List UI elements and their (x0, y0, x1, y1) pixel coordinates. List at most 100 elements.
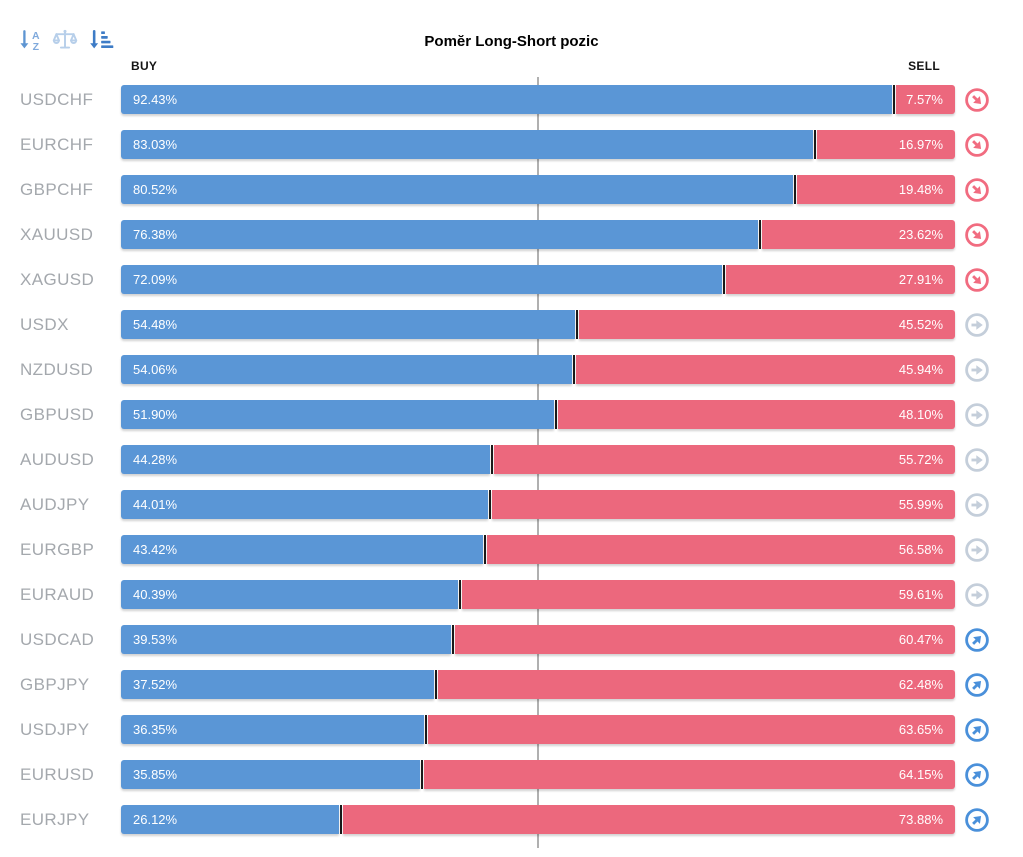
ratio-bar: 54.48% 45.52% (121, 310, 955, 339)
buy-percvalue: 76.38% (133, 227, 178, 242)
ratio-bar: 54.06% 45.94% (121, 355, 955, 384)
ratio-bar: 37.52% 62.48% (121, 670, 955, 699)
bar-divider (434, 670, 437, 699)
bar-divider (793, 175, 796, 204)
sell-bar-segment: 23.62% (762, 220, 955, 249)
bar-divider (425, 715, 428, 744)
sell-percvalue: 64.15% (898, 767, 943, 782)
sort-toolbar: A Z (16, 26, 114, 54)
buy-percvalue: 26.12% (133, 812, 178, 827)
currency-pair-label: USDX (20, 314, 69, 334)
trend-down-icon[interactable] (964, 132, 990, 158)
trend-flat-icon[interactable] (964, 447, 990, 473)
ratio-bar: 44.28% 55.72% (121, 445, 955, 474)
balance-scale-icon[interactable] (51, 26, 79, 54)
trend-flat-icon[interactable] (964, 537, 990, 563)
ratio-bar: 44.01% 55.99% (121, 490, 955, 519)
bar-divider (892, 85, 895, 114)
ratio-bar: 76.38% 23.62% (121, 220, 955, 249)
trend-flat-icon[interactable] (964, 357, 990, 383)
trend-up-icon[interactable] (964, 807, 990, 833)
column-headers: BUY SELL (0, 55, 1023, 77)
buy-percvalue: 54.06% (133, 362, 178, 377)
svg-text:Z: Z (33, 41, 40, 53)
sell-bar-segment: 27.91% (726, 265, 955, 294)
ratio-bar: 92.43% 7.57% (121, 85, 955, 114)
buy-bar-segment: 80.52% (121, 175, 793, 204)
sell-bar-segment: 45.52% (579, 310, 955, 339)
bar-divider (420, 760, 423, 789)
currency-pair-label: GBPCHF (20, 179, 94, 199)
buy-percvalue: 44.01% (133, 497, 178, 512)
buy-bar-segment: 44.01% (121, 490, 489, 519)
buy-percvalue: 80.52% (133, 182, 178, 197)
currency-pair-label: AUDJPY (20, 494, 90, 514)
trend-up-icon[interactable] (964, 672, 990, 698)
buy-bar-segment: 35.85% (121, 760, 420, 789)
trend-flat-icon[interactable] (964, 492, 990, 518)
ratio-bar: 26.12% 73.88% (121, 805, 955, 834)
currency-pair-label: XAGUSD (20, 269, 95, 289)
sell-percvalue: 59.61% (898, 587, 943, 602)
table-row: EURJPY 26.12% 73.88% (0, 797, 1023, 842)
trend-down-icon[interactable] (964, 222, 990, 248)
table-row: USDCAD 39.53% 60.47% (0, 617, 1023, 662)
sell-bar-segment: 62.48% (437, 670, 955, 699)
sell-bar-segment: 48.10% (557, 400, 955, 429)
sort-alphabetical-icon[interactable]: A Z (16, 26, 44, 54)
buy-percvalue: 37.52% (133, 677, 178, 692)
sell-percvalue: 73.88% (898, 812, 943, 827)
trend-flat-icon[interactable] (964, 402, 990, 428)
buy-bar-segment: 37.52% (121, 670, 434, 699)
currency-pair-label: AUDUSD (20, 449, 95, 469)
table-row: AUDUSD 44.28% 55.72% (0, 437, 1023, 482)
sell-bar-segment: 19.48% (796, 175, 955, 204)
table-row: GBPJPY 37.52% 62.48% (0, 662, 1023, 707)
currency-pair-label: EURAUD (20, 584, 95, 604)
table-row: NZDUSD 54.06% 45.94% (0, 347, 1023, 392)
bar-divider (759, 220, 761, 249)
currency-pair-label: EURGBP (20, 539, 95, 559)
buy-bar-segment: 72.09% (121, 265, 723, 294)
ratio-bar: 83.03% 16.97% (121, 130, 955, 159)
sell-percvalue: 62.48% (898, 677, 943, 692)
sell-percvalue: 55.99% (898, 497, 943, 512)
currency-pair-label: EURCHF (20, 134, 94, 154)
bar-divider (723, 265, 726, 294)
bar-divider (451, 625, 454, 654)
trend-down-icon[interactable] (964, 87, 990, 113)
buy-bar-segment: 76.38% (121, 220, 758, 249)
currency-pair-label: GBPJPY (20, 674, 90, 694)
buy-percvalue: 92.43% (133, 92, 178, 107)
buy-bar-segment: 39.53% (121, 625, 451, 654)
sell-bar-segment: 7.57% (895, 85, 955, 114)
trend-up-icon[interactable] (964, 762, 990, 788)
trend-flat-icon[interactable] (964, 312, 990, 338)
sell-percvalue: 45.52% (898, 317, 943, 332)
sell-percvalue: 23.62% (898, 227, 943, 242)
buy-bar-segment: 54.48% (121, 310, 576, 339)
trend-up-icon[interactable] (964, 627, 990, 653)
table-row: USDJPY 36.35% 63.65% (0, 707, 1023, 752)
sell-bar-segment: 73.88% (342, 805, 955, 834)
sell-bar-segment: 63.65% (428, 715, 955, 744)
ratio-bar: 51.90% 48.10% (121, 400, 955, 429)
currency-pair-label: GBPUSD (20, 404, 95, 424)
sell-percvalue: 7.57% (906, 92, 943, 107)
currency-pair-label: USDCAD (20, 629, 95, 649)
sort-amount-icon[interactable] (86, 26, 114, 54)
trend-down-icon[interactable] (964, 267, 990, 293)
buy-bar-segment: 83.03% (121, 130, 814, 159)
bar-divider (339, 805, 342, 834)
buy-bar-segment: 44.28% (121, 445, 491, 474)
sell-bar-segment: 45.94% (575, 355, 955, 384)
sell-percvalue: 48.10% (898, 407, 943, 422)
ratio-bar: 39.53% 60.47% (121, 625, 955, 654)
trend-flat-icon[interactable] (964, 582, 990, 608)
currency-pair-label: USDJPY (20, 719, 90, 739)
trend-down-icon[interactable] (964, 177, 990, 203)
buy-percvalue: 54.48% (133, 317, 178, 332)
sell-percvalue: 16.97% (898, 137, 943, 152)
trend-up-icon[interactable] (964, 717, 990, 743)
bar-divider (554, 400, 557, 429)
